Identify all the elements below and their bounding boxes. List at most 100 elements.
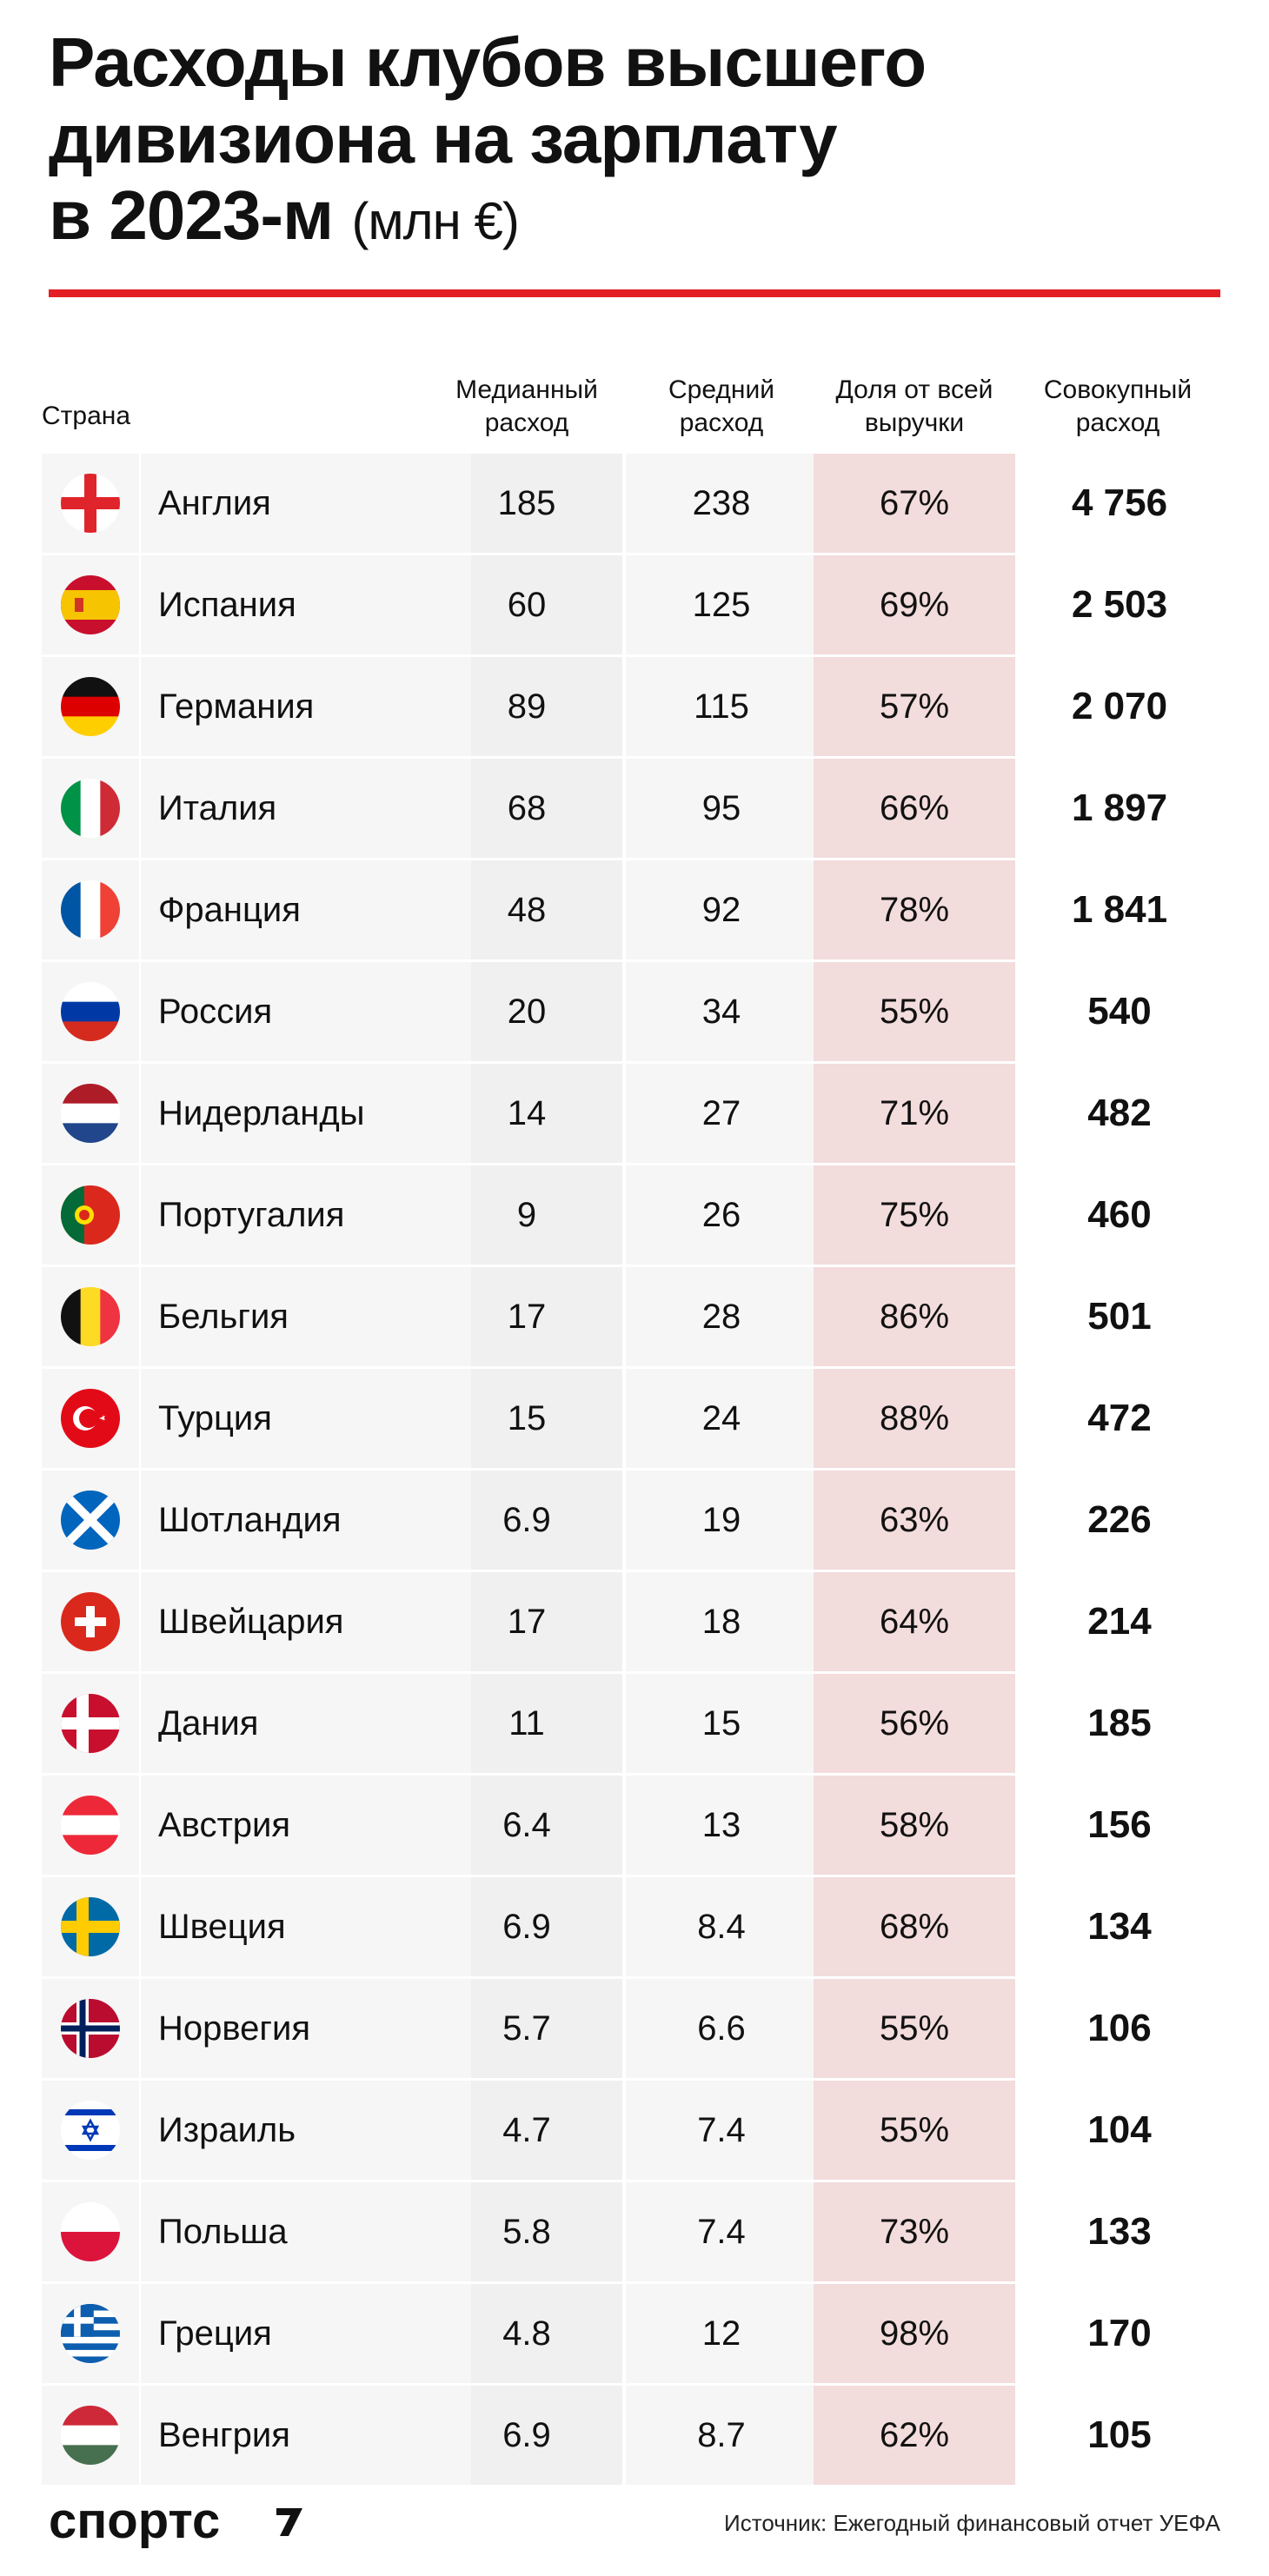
sports-logo: спортс bbox=[49, 2496, 302, 2548]
logo-mark-icon bbox=[276, 2508, 302, 2536]
country-name: Норвегия bbox=[141, 1979, 471, 2078]
share-value: 57% bbox=[814, 657, 1015, 756]
share-value: 56% bbox=[814, 1674, 1015, 1773]
share-value: 75% bbox=[814, 1165, 1015, 1265]
greece-flag-icon bbox=[42, 2284, 139, 2383]
table-row: Израиль 4.7 7.4 55% 104 bbox=[42, 2081, 1220, 2182]
average-value: 8.4 bbox=[626, 1877, 817, 1976]
header-median-line-2: расход bbox=[484, 408, 569, 437]
austria-flag-icon bbox=[42, 1776, 139, 1875]
germany-flag-icon bbox=[42, 657, 139, 756]
share-value: 78% bbox=[814, 860, 1015, 959]
country-name: Австрия bbox=[141, 1776, 471, 1875]
share-value: 55% bbox=[814, 1979, 1015, 2078]
sweden-flag-icon bbox=[42, 1877, 139, 1976]
average-value: 7.4 bbox=[626, 2182, 817, 2281]
table-row: Дания 11 15 56% 185 bbox=[42, 1674, 1220, 1776]
country-name: Венгрия bbox=[141, 2386, 471, 2485]
total-value: 104 bbox=[1019, 2081, 1220, 2180]
share-value: 55% bbox=[814, 962, 1015, 1061]
average-value: 12 bbox=[626, 2284, 817, 2383]
table-row: Польша 5.8 7.4 73% 133 bbox=[42, 2182, 1220, 2284]
table-row: Турция 15 24 88% 472 bbox=[42, 1369, 1220, 1471]
logo-text: спортс bbox=[49, 2496, 220, 2548]
table-row: Швейцария 17 18 64% 214 bbox=[42, 1572, 1220, 1674]
average-value: 18 bbox=[626, 1572, 817, 1671]
denmark-flag-icon bbox=[42, 1674, 139, 1773]
total-value: 185 bbox=[1019, 1674, 1220, 1773]
average-value: 125 bbox=[626, 555, 817, 654]
total-value: 2 503 bbox=[1019, 555, 1220, 654]
turkey-flag-icon bbox=[42, 1369, 139, 1468]
table-row: Шотландия 6.9 19 63% 226 bbox=[42, 1471, 1220, 1572]
israel-flag-icon bbox=[42, 2081, 139, 2180]
spain-flag-icon bbox=[42, 555, 139, 654]
header-total-line-2: расход bbox=[1075, 408, 1160, 437]
share-value: 67% bbox=[814, 454, 1015, 553]
country-name: Италия bbox=[141, 759, 471, 858]
total-value: 170 bbox=[1019, 2284, 1220, 2383]
country-name: Португалия bbox=[141, 1165, 471, 1265]
average-value: 238 bbox=[626, 454, 817, 553]
header-total: Совокупный расход bbox=[1022, 374, 1213, 440]
netherlands-flag-icon bbox=[42, 1064, 139, 1163]
table-row: Англия 185 238 67% 4 756 bbox=[42, 454, 1220, 555]
country-name: Германия bbox=[141, 657, 471, 756]
average-value: 28 bbox=[626, 1267, 817, 1366]
average-value: 15 bbox=[626, 1674, 817, 1773]
england-flag-icon bbox=[42, 454, 139, 553]
average-value: 34 bbox=[626, 962, 817, 1061]
source-note: Источник: Ежегодный финансовый отчет УЕФ… bbox=[724, 2510, 1220, 2536]
header-average-line-2: расход bbox=[679, 408, 764, 437]
country-name: Израиль bbox=[141, 2081, 471, 2180]
share-value: 66% bbox=[814, 759, 1015, 858]
total-value: 106 bbox=[1019, 1979, 1220, 2078]
header-median: Медианный расход bbox=[431, 374, 622, 440]
average-value: 115 bbox=[626, 657, 817, 756]
page-title: Расходы клубов высшего дивизиона на зарп… bbox=[49, 24, 1179, 260]
poland-flag-icon bbox=[42, 2182, 139, 2281]
title-divider bbox=[49, 289, 1220, 297]
total-value: 133 bbox=[1019, 2182, 1220, 2281]
average-value: 6.6 bbox=[626, 1979, 817, 2078]
header-total-line-1: Совокупный bbox=[1043, 375, 1193, 404]
share-value: 64% bbox=[814, 1572, 1015, 1671]
title-line-3: в 2023-м (млн €) bbox=[49, 177, 1179, 260]
norway-flag-icon bbox=[42, 1979, 139, 2078]
header-average: Средний расход bbox=[626, 374, 817, 440]
salary-table: Англия 185 238 67% 4 756 Испания 60 125 … bbox=[42, 454, 1220, 2487]
average-value: 19 bbox=[626, 1471, 817, 1570]
total-value: 214 bbox=[1019, 1572, 1220, 1671]
table-row: Нидерланды 14 27 71% 482 bbox=[42, 1064, 1220, 1165]
title-year: в 2023-м bbox=[49, 176, 334, 254]
share-value: 58% bbox=[814, 1776, 1015, 1875]
average-value: 24 bbox=[626, 1369, 817, 1468]
share-value: 63% bbox=[814, 1471, 1015, 1570]
total-value: 501 bbox=[1019, 1267, 1220, 1366]
table-row: Греция 4.8 12 98% 170 bbox=[42, 2284, 1220, 2386]
table-row: Бельгия 17 28 86% 501 bbox=[42, 1267, 1220, 1369]
share-value: 68% bbox=[814, 1877, 1015, 1976]
average-value: 95 bbox=[626, 759, 817, 858]
title-unit: (млн €) bbox=[351, 192, 519, 250]
portugal-flag-icon bbox=[42, 1165, 139, 1265]
france-flag-icon bbox=[42, 860, 139, 959]
share-value: 88% bbox=[814, 1369, 1015, 1468]
belgium-flag-icon bbox=[42, 1267, 139, 1366]
total-value: 482 bbox=[1019, 1064, 1220, 1163]
table-row: Россия 20 34 55% 540 bbox=[42, 962, 1220, 1064]
country-name: Греция bbox=[141, 2284, 471, 2383]
country-name: Бельгия bbox=[141, 1267, 471, 1366]
title-line-2: дивизиона на зарплату bbox=[49, 100, 838, 177]
share-value: 98% bbox=[814, 2284, 1015, 2383]
share-value: 71% bbox=[814, 1064, 1015, 1163]
share-value: 55% bbox=[814, 2081, 1015, 2180]
share-value: 62% bbox=[814, 2386, 1015, 2485]
total-value: 540 bbox=[1019, 962, 1220, 1061]
total-value: 134 bbox=[1019, 1877, 1220, 1976]
table-row: Норвегия 5.7 6.6 55% 106 bbox=[42, 1979, 1220, 2081]
table-row: Швеция 6.9 8.4 68% 134 bbox=[42, 1877, 1220, 1979]
average-value: 26 bbox=[626, 1165, 817, 1265]
switzerland-flag-icon bbox=[42, 1572, 139, 1671]
country-name: Польша bbox=[141, 2182, 471, 2281]
